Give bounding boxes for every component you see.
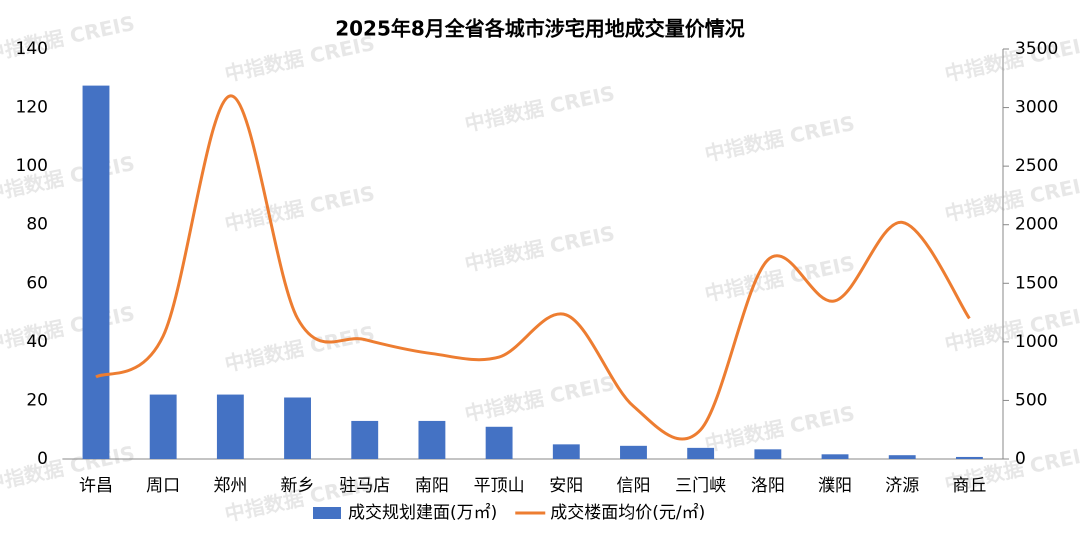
- watermark: 中指数据 CREIS: [223, 181, 377, 236]
- watermark: 中指数据 CREIS: [223, 321, 377, 376]
- bar: [284, 397, 311, 459]
- bar: [888, 455, 916, 459]
- x-tick-label: 安阳: [549, 476, 583, 496]
- y2-tick-label: 1500: [1015, 273, 1058, 293]
- legend-label: 成交楼面均价(元/㎡): [550, 503, 705, 523]
- x-tick-label: 济源: [885, 476, 919, 496]
- bar: [620, 445, 647, 459]
- y-tick-label: 120: [16, 98, 48, 118]
- y-tick-label: 60: [26, 273, 48, 293]
- y-tick-label: 0: [37, 449, 48, 469]
- y2-tick-label: 3500: [1015, 39, 1058, 59]
- bar: [485, 426, 513, 459]
- y-tick-label: 80: [26, 215, 48, 235]
- watermark: 中指数据 CREIS: [463, 221, 617, 276]
- y2-tick-label: 0: [1015, 449, 1026, 469]
- legend-swatch: [313, 507, 341, 519]
- y2-tick-label: 500: [1015, 390, 1047, 410]
- watermark: 中指数据 CREIS: [703, 401, 857, 456]
- watermark: 中指数据 CREIS: [0, 441, 137, 496]
- y-tick-label: 20: [26, 390, 48, 410]
- bar: [821, 454, 849, 459]
- y-tick-label: 40: [26, 332, 48, 352]
- bar: [687, 447, 715, 459]
- watermark: 中指数据 CREIS: [463, 371, 617, 426]
- x-tick-label: 许昌: [79, 476, 113, 496]
- bar: [149, 394, 177, 459]
- bar: [216, 394, 244, 459]
- watermark: 中指数据 CREIS: [703, 111, 857, 166]
- y2-tick-label: 3000: [1015, 98, 1058, 118]
- watermark: 中指数据 CREIS: [463, 81, 617, 136]
- watermark: 中指数据 CREIS: [943, 171, 1080, 226]
- x-tick-label: 三门峡: [675, 476, 726, 496]
- bar: [955, 456, 983, 459]
- bar: [82, 85, 110, 459]
- x-tick-label: 新乡: [281, 476, 315, 496]
- x-tick-label: 平顶山: [474, 476, 525, 496]
- legend-label: 成交规划建面(万㎡): [348, 503, 497, 523]
- x-tick-label: 洛阳: [751, 476, 785, 496]
- x-tick-label: 商丘: [952, 476, 986, 496]
- y-tick-label: 100: [16, 156, 48, 176]
- x-tick-label: 驻马店: [339, 476, 390, 496]
- watermark: 中指数据 CREIS: [703, 251, 857, 306]
- x-tick-label: 周口: [146, 476, 180, 496]
- bar: [418, 420, 446, 459]
- y2-tick-label: 2500: [1015, 156, 1058, 176]
- x-tick-label: 信阳: [616, 476, 650, 496]
- watermark: 中指数据 CREIS: [943, 31, 1080, 86]
- x-tick-label: 南阳: [415, 476, 449, 496]
- y-tick-label: 140: [16, 39, 48, 59]
- y2-tick-label: 1000: [1015, 332, 1058, 352]
- bar: [552, 444, 580, 459]
- watermark: 中指数据 CREIS: [223, 31, 377, 86]
- chart-title: 2025年8月全省各城市涉宅用地成交量价情况: [335, 17, 745, 41]
- bar: [754, 449, 782, 459]
- y2-tick-label: 2000: [1015, 215, 1058, 235]
- line: [95, 94, 971, 441]
- x-tick-label: 濮阳: [818, 476, 852, 496]
- bar: [351, 420, 379, 459]
- x-tick-label: 郑州: [213, 476, 247, 496]
- watermark: 中指数据 CREIS: [0, 301, 137, 356]
